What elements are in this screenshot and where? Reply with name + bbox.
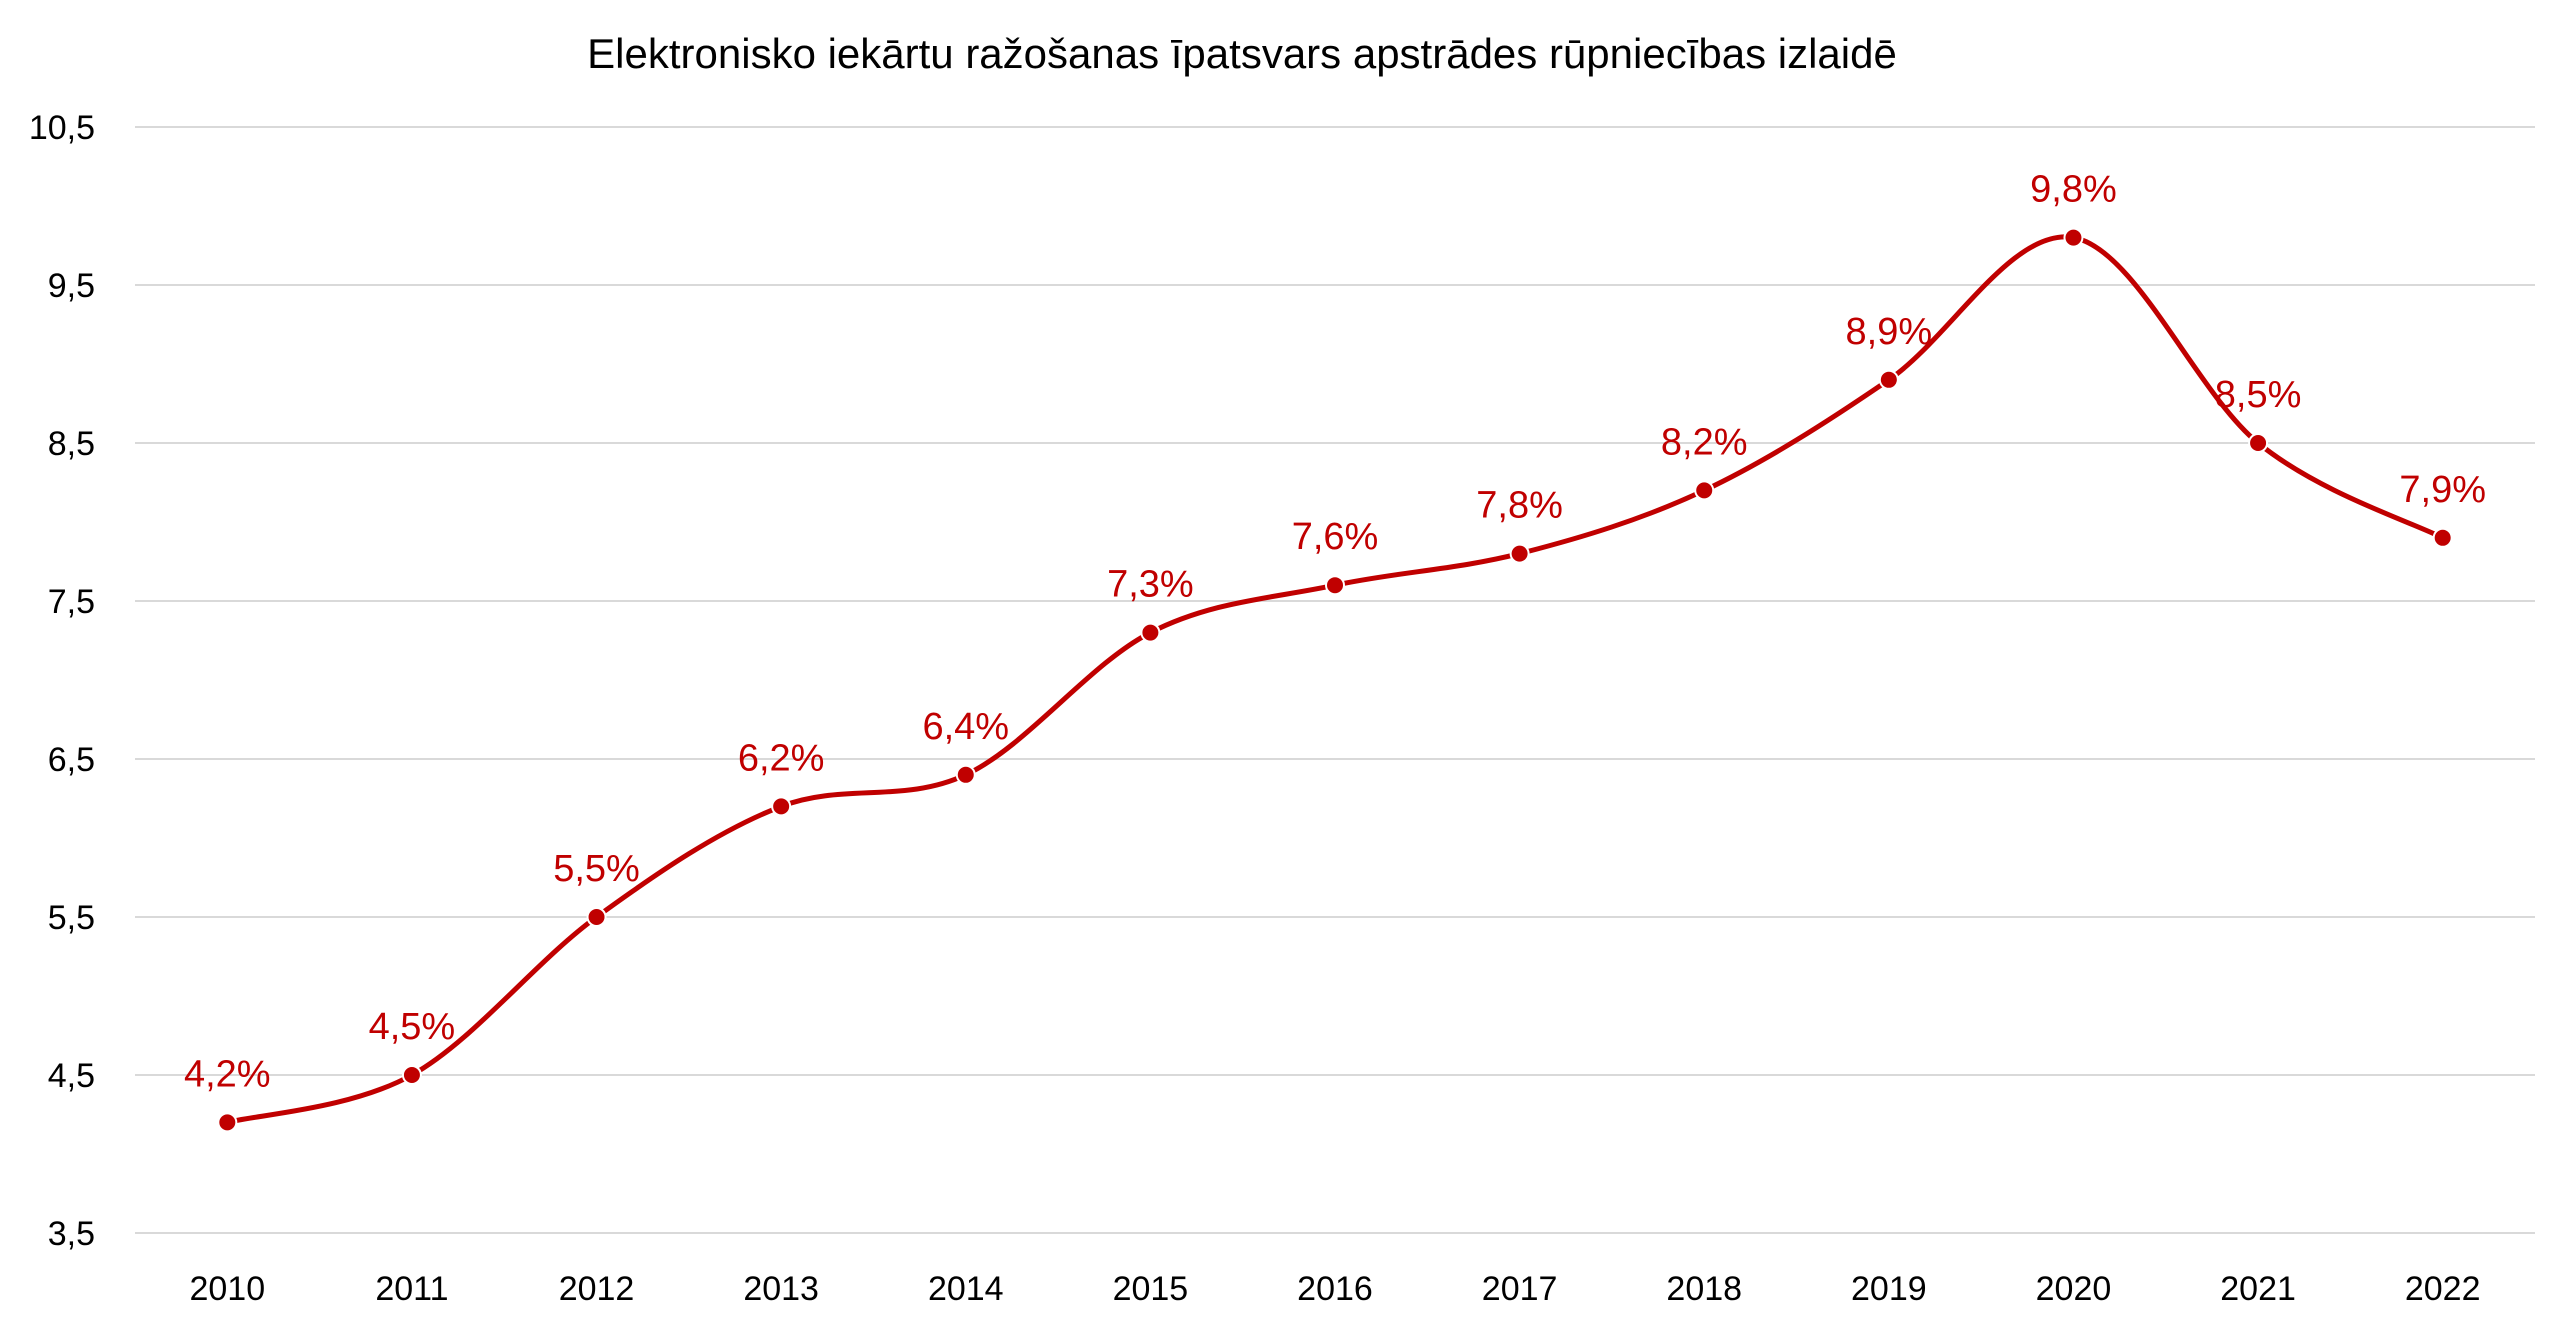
data-label: 8,5% (2215, 374, 2302, 416)
y-axis-ticks: 3,5 4,5 5,5 6,5 7,5 8,5 9,5 10,5 (29, 109, 95, 1253)
x-tick-label: 2015 (1113, 1270, 1189, 1308)
x-tick-label: 2011 (375, 1270, 448, 1308)
data-point (2432, 527, 2453, 548)
data-labels: 4,2% 4,5% 5,5% 6,2% 6,4% 7,3% 7,6% 7,8% 8,2% 8,9%… (184, 169, 2486, 1096)
data-point (401, 1065, 422, 1085)
y-tick-label: 3,5 (48, 1215, 95, 1253)
data-label: 9,8% (2030, 169, 2117, 211)
x-tick-label: 2012 (559, 1270, 635, 1308)
data-label: 7,3% (1107, 564, 1194, 606)
data-point (2248, 433, 2269, 453)
x-tick-label: 2019 (1851, 1270, 1927, 1308)
data-label: 7,6% (1292, 516, 1379, 558)
x-tick-label: 2010 (189, 1270, 265, 1308)
data-point (1509, 543, 1530, 564)
data-point (1325, 575, 1345, 596)
x-axis-ticks: 2010 2011 2012 2013 2014 2015 2016 2017 2018 2019… (189, 1270, 2480, 1308)
data-label: 6,4% (922, 706, 1009, 748)
x-tick-label: 2018 (1666, 1270, 1742, 1308)
data-label: 4,5% (369, 1006, 456, 1048)
data-point (771, 796, 792, 817)
series-line (224, 234, 2446, 1125)
chart-title: Elektronisko iekārtu ražošanas īpatsvars… (587, 30, 1897, 77)
x-tick-label: 2017 (1482, 1270, 1558, 1308)
data-point (217, 1112, 238, 1133)
y-tick-label: 8,5 (48, 425, 95, 463)
x-tick-label: 2014 (928, 1270, 1004, 1308)
x-tick-label: 2016 (1297, 1270, 1373, 1308)
x-tick-label: 2021 (2220, 1270, 2296, 1308)
data-label: 4,2% (184, 1053, 271, 1095)
markers (217, 227, 2453, 1133)
series-layer (224, 234, 2446, 1125)
data-point (1694, 480, 1715, 501)
data-point (586, 907, 607, 927)
data-point (955, 764, 976, 785)
data-point (2063, 227, 2084, 248)
data-point (1140, 622, 1161, 643)
data-label: 5,5% (553, 848, 640, 890)
y-tick-label: 7,5 (48, 583, 95, 621)
gridlines (135, 126, 2535, 1234)
x-tick-label: 2013 (743, 1270, 819, 1308)
data-label: 7,8% (1476, 485, 1563, 527)
data-label: 6,2% (738, 737, 825, 779)
data-label: 8,2% (1661, 421, 1748, 463)
x-tick-label: 2022 (2405, 1270, 2481, 1308)
y-tick-label: 10,5 (29, 109, 95, 147)
y-tick-label: 9,5 (48, 267, 95, 305)
x-tick-label: 2020 (2036, 1270, 2112, 1308)
y-tick-label: 5,5 (48, 899, 95, 937)
data-label: 8,9% (1846, 311, 1933, 353)
y-tick-label: 6,5 (48, 741, 95, 779)
data-point (1878, 369, 1899, 390)
data-label: 7,9% (2399, 469, 2486, 511)
y-tick-label: 4,5 (48, 1057, 95, 1095)
